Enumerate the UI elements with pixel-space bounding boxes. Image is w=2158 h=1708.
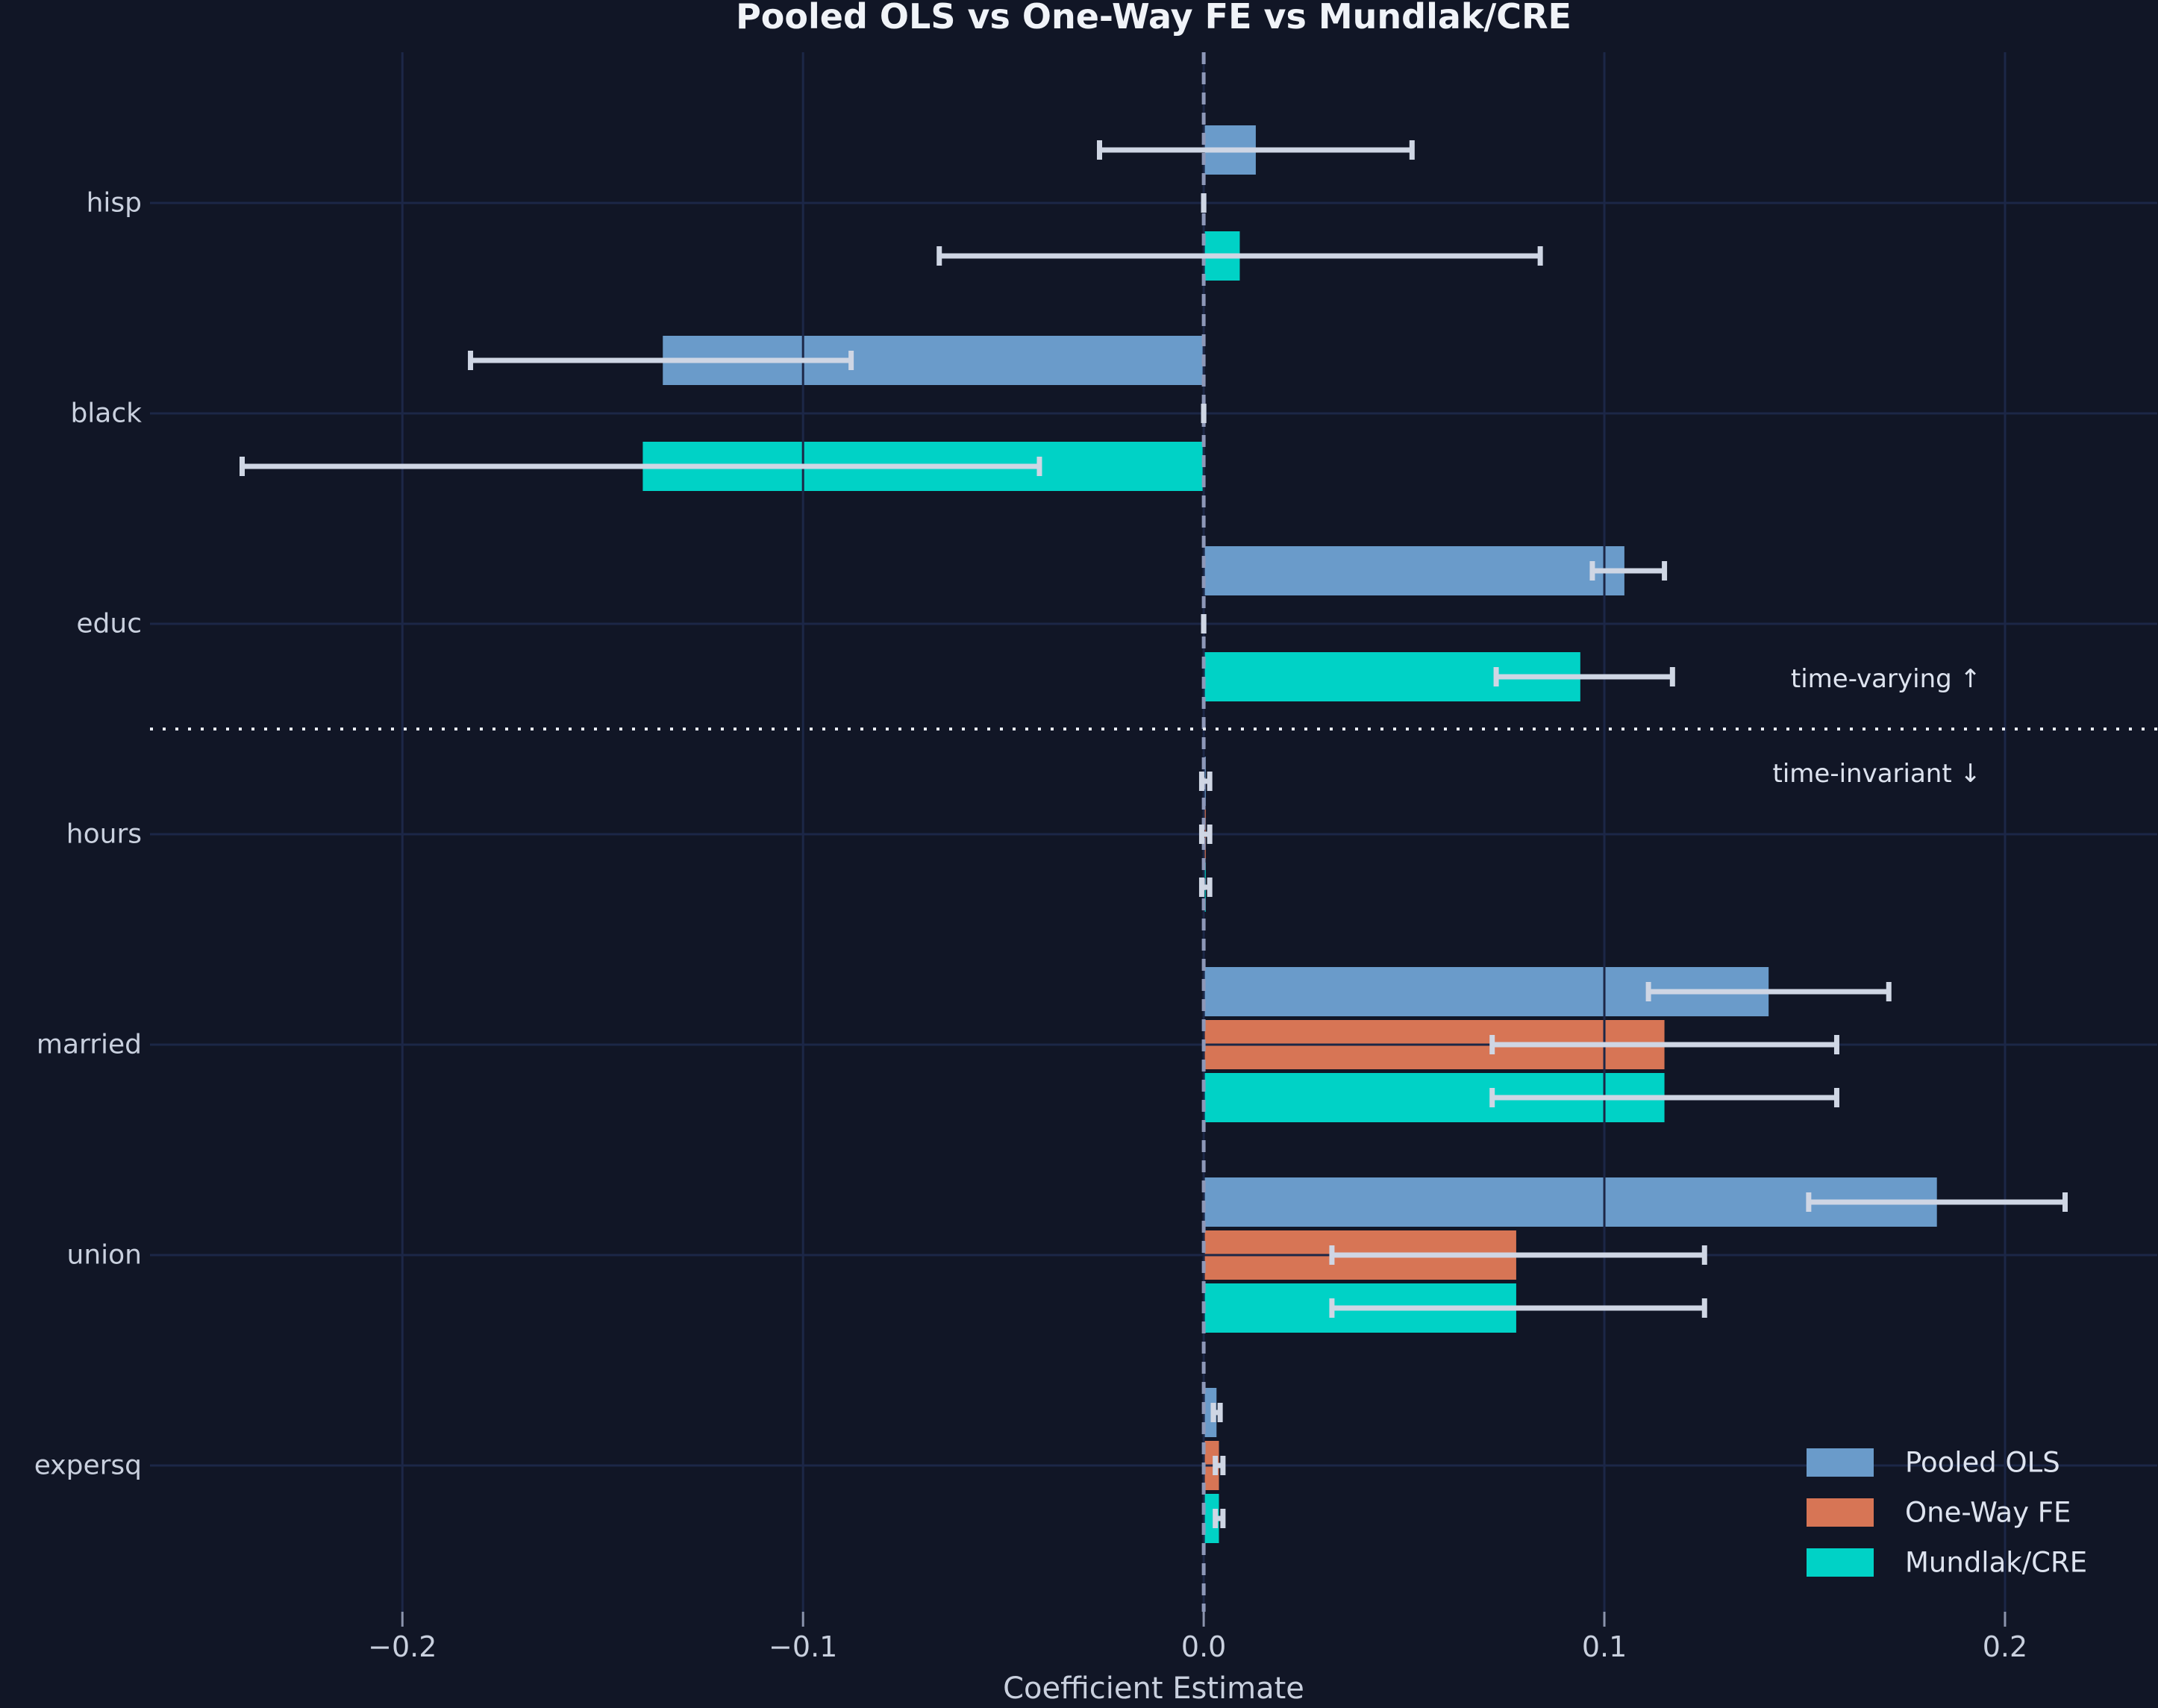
legend-swatch-pooled-ols (1807, 1448, 1874, 1477)
legend-swatch-mundlak-cre (1807, 1548, 1874, 1577)
y-axis-label-union: union (67, 1240, 142, 1271)
y-axis-label-married: married (37, 1030, 142, 1060)
legend-label-one-way-fe: One-Way FE (1905, 1497, 2071, 1529)
legend: Pooled OLS One-Way FE Mundlak/CRE (1807, 1447, 2087, 1579)
y-axis-label-hisp: hisp (87, 188, 142, 219)
bar-pooled-ols-expersq (1204, 1388, 1217, 1437)
x-axis-title: Coefficient Estimate (1003, 1671, 1304, 1706)
annotation-time-invariant: time-invariant ↓ (1773, 759, 1981, 789)
grid-layer (150, 52, 2157, 1612)
x-axis-ticklabel-3: 0.1 (1582, 1630, 1627, 1663)
error-bars-layer (239, 140, 2068, 1528)
x-axis-ticklabel-0: −0.2 (368, 1630, 437, 1663)
bar-mundlak-cre-expersq (1204, 1494, 1219, 1543)
chart-title: Pooled OLS vs One-Way FE vs Mundlak/CRE (736, 0, 1571, 37)
y-axis-label-expersq: expersq (34, 1451, 142, 1481)
bar-pooled-ols-educ (1204, 546, 1624, 595)
x-axis-ticklabel-2: 0.0 (1181, 1630, 1226, 1663)
x-axis-ticklabel-1: −0.1 (769, 1630, 837, 1663)
y-axis-label-hours: hours (66, 819, 142, 850)
legend-label-pooled-ols: Pooled OLS (1905, 1447, 2060, 1479)
legend-label-mundlak-cre: Mundlak/CRE (1905, 1547, 2087, 1579)
x-axis-ticklabel-4: 0.2 (1983, 1630, 2027, 1663)
y-axis-label-black: black (70, 398, 142, 429)
y-axis-label-educ: educ (76, 609, 142, 639)
legend-swatch-one-way-fe (1807, 1498, 1874, 1527)
annotation-time-varying: time-varying ↑ (1791, 664, 1981, 694)
